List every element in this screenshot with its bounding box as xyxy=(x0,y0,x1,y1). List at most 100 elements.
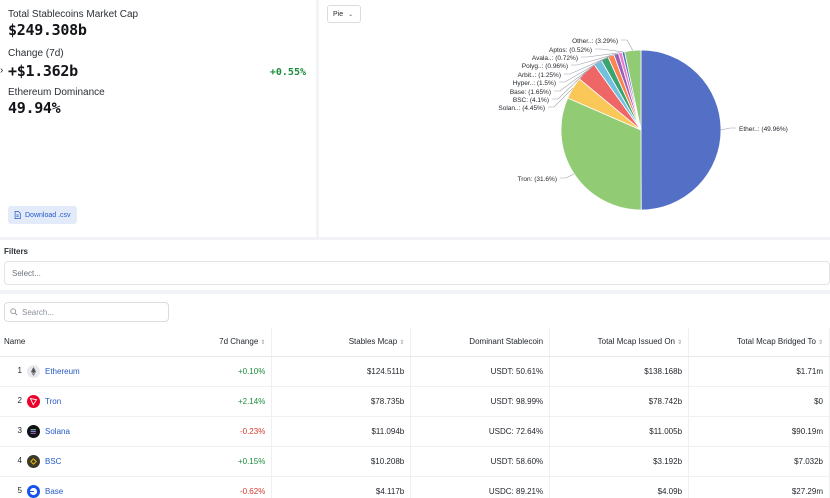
pie-label-other: Other..: (3.29%) xyxy=(572,38,618,45)
solana-icon xyxy=(27,424,40,438)
change-percent: +0.55% xyxy=(269,67,306,78)
sort-icon: ⇕ xyxy=(817,340,823,347)
row-rank: 2 xyxy=(17,396,22,406)
pie-label-tron: Tron: (31.6%) xyxy=(518,176,558,183)
chart-panel: Pie ⌄ Ether..: (49.96%) Tron: (31.6%) Sola… xyxy=(319,0,830,237)
table-row[interactable]: 5 Base -0.62% $4.117b USDC: 89.21% $4.09b… xyxy=(0,476,830,498)
change-cell: +0.10% xyxy=(139,356,273,387)
row-rank: 1 xyxy=(17,366,22,376)
tron-icon xyxy=(27,394,40,408)
filters-select[interactable]: Select... xyxy=(4,261,830,285)
pie-label-aptos: Aptos: (0.52%) xyxy=(549,47,592,54)
pie-leader-line xyxy=(564,55,612,75)
base-icon xyxy=(27,484,40,498)
mcap-cell: $10.208b xyxy=(271,446,412,477)
bridged-cell: $1.71m xyxy=(688,356,830,387)
pie-leader-line xyxy=(554,62,599,92)
bridged-cell: $0 xyxy=(688,386,830,417)
pie-label-base: Base: (1.65%) xyxy=(510,89,551,96)
table-header-row: Name 7d Change ⇕ Stables Mcap ⇕ Dominant S… xyxy=(0,328,830,357)
dominant-cell: USDC: 72.64% xyxy=(410,416,551,447)
issued-cell: $3.192b xyxy=(549,446,690,477)
chevron-right-icon[interactable]: › xyxy=(0,65,4,76)
pie-label-solan: Solan..: (4.45%) xyxy=(498,105,545,112)
mcap-cell: $4.117b xyxy=(271,476,412,498)
bridged-cell: $7.032b xyxy=(688,446,830,477)
pie-slice-ether[interactable] xyxy=(640,49,722,211)
pie-label-bsc: BSC: (4.1%) xyxy=(513,97,549,104)
dominant-cell: USDT: 98.99% xyxy=(410,386,551,417)
chains-table: Name 7d Change ⇕ Stables Mcap ⇕ Dominant S… xyxy=(0,328,830,498)
mcap-value: $249.308b xyxy=(8,21,87,39)
search-input[interactable]: Search... xyxy=(4,302,169,322)
filters-section: Filters Select... xyxy=(0,240,830,290)
chain-link-tron[interactable]: Tron xyxy=(45,396,62,406)
issued-cell: $78.742b xyxy=(549,386,690,417)
mcap-cell: $124.511b xyxy=(271,356,412,387)
sort-icon: ⇕ xyxy=(399,340,405,347)
pie-leader-line xyxy=(581,52,621,58)
sort-icon: ⇕ xyxy=(260,340,266,347)
pie-chart: Ether..: (49.96%) Tron: (31.6%) Solan..: (… xyxy=(498,38,788,211)
sort-icon: ⇕ xyxy=(677,340,683,347)
filters-placeholder: Select... xyxy=(12,268,41,278)
change-cell: -0.23% xyxy=(139,416,273,447)
mcap-label: Total Stablecoins Market Cap xyxy=(8,9,139,20)
download-csv-label: Download .csv xyxy=(25,211,71,219)
chevron-down-icon: ⌄ xyxy=(348,11,354,18)
chart-type-select[interactable]: Pie ⌄ xyxy=(327,5,361,23)
pie-label-ether: Ether..: (49.96%) xyxy=(739,126,788,133)
pie-leader-line xyxy=(559,58,605,83)
change-label: Change (7d) xyxy=(8,48,64,59)
pie-leader-line xyxy=(560,173,575,179)
dominant-cell: USDC: 89.21% xyxy=(410,476,551,498)
issued-cell: $138.168b xyxy=(549,356,690,387)
mcap-cell: $78.735b xyxy=(271,386,412,417)
dominance-value: 49.94% xyxy=(8,99,61,117)
table-row[interactable]: 2 Tron +2.14% $78.735b USDT: 98.99% $78.7… xyxy=(0,386,830,417)
pie-label-avala: Avala..: (0.72%) xyxy=(532,55,578,62)
change-value: +$1.362b xyxy=(8,62,78,80)
search-placeholder: Search... xyxy=(22,307,55,317)
header-stables-mcap[interactable]: Stables Mcap ⇕ xyxy=(271,328,412,357)
header-7d-change[interactable]: 7d Change ⇕ xyxy=(139,328,273,357)
change-cell: -0.62% xyxy=(139,476,273,498)
bsc-icon xyxy=(27,454,40,468)
pie-label-arbit: Arbit..: (1.25%) xyxy=(518,72,561,79)
table-row[interactable]: 3 Solana -0.23% $11.094b USDC: 72.64% $11… xyxy=(0,416,830,447)
table-row[interactable]: 1 Ethereum +0.10% $124.511b USDT: 50.61% … xyxy=(0,356,830,387)
row-rank: 3 xyxy=(17,426,22,436)
pie-leader-line xyxy=(548,87,574,108)
issued-cell: $4.09b xyxy=(549,476,690,498)
ethereum-icon xyxy=(27,364,40,378)
download-csv-button[interactable]: Download .csv xyxy=(8,206,77,224)
bridged-cell: $90.19m xyxy=(688,416,830,447)
header-mcap-issued-on[interactable]: Total Mcap Issued On ⇕ xyxy=(549,328,690,357)
dominance-label: Ethereum Dominance xyxy=(8,87,105,98)
header-name[interactable]: Name xyxy=(0,328,140,357)
chain-link-solana[interactable]: Solana xyxy=(45,426,70,436)
dominant-cell: USDT: 50.61% xyxy=(410,356,551,387)
stats-panel: Total Stablecoins Market Cap $249.308b C… xyxy=(0,0,316,237)
pie-label-hyper: Hyper..: (1.5%) xyxy=(513,80,556,87)
change-cell: +0.15% xyxy=(139,446,273,477)
chart-type-value: Pie xyxy=(333,10,344,18)
dominant-cell: USDT: 58.60% xyxy=(410,446,551,477)
pie-leader-line xyxy=(552,71,587,100)
header-dominant-stablecoin[interactable]: Dominant Stablecoin xyxy=(410,328,551,357)
header-mcap-bridged-to[interactable]: Total Mcap Bridged To ⇕ xyxy=(688,328,830,357)
chain-link-base[interactable]: Base xyxy=(45,486,64,496)
pie-leader-line xyxy=(720,127,736,131)
file-icon xyxy=(14,211,21,219)
mcap-cell: $11.094b xyxy=(271,416,412,447)
pie-leader-line xyxy=(621,39,634,51)
table-row[interactable]: 4 BSC +0.15% $10.208b USDT: 58.60% $3.192… xyxy=(0,446,830,477)
chains-table-panel: Search... Name 7d Change ⇕ Stables Mcap ⇕ … xyxy=(0,294,830,498)
row-rank: 5 xyxy=(17,486,22,496)
pie-label-polyg: Polyg..: (0.96%) xyxy=(522,63,568,70)
pie-leader-line xyxy=(595,48,624,53)
bridged-cell: $27.29m xyxy=(688,476,830,498)
chain-link-bsc[interactable]: BSC xyxy=(45,456,62,466)
chain-link-ethereum[interactable]: Ethereum xyxy=(45,366,80,376)
filters-label: Filters xyxy=(4,247,29,256)
